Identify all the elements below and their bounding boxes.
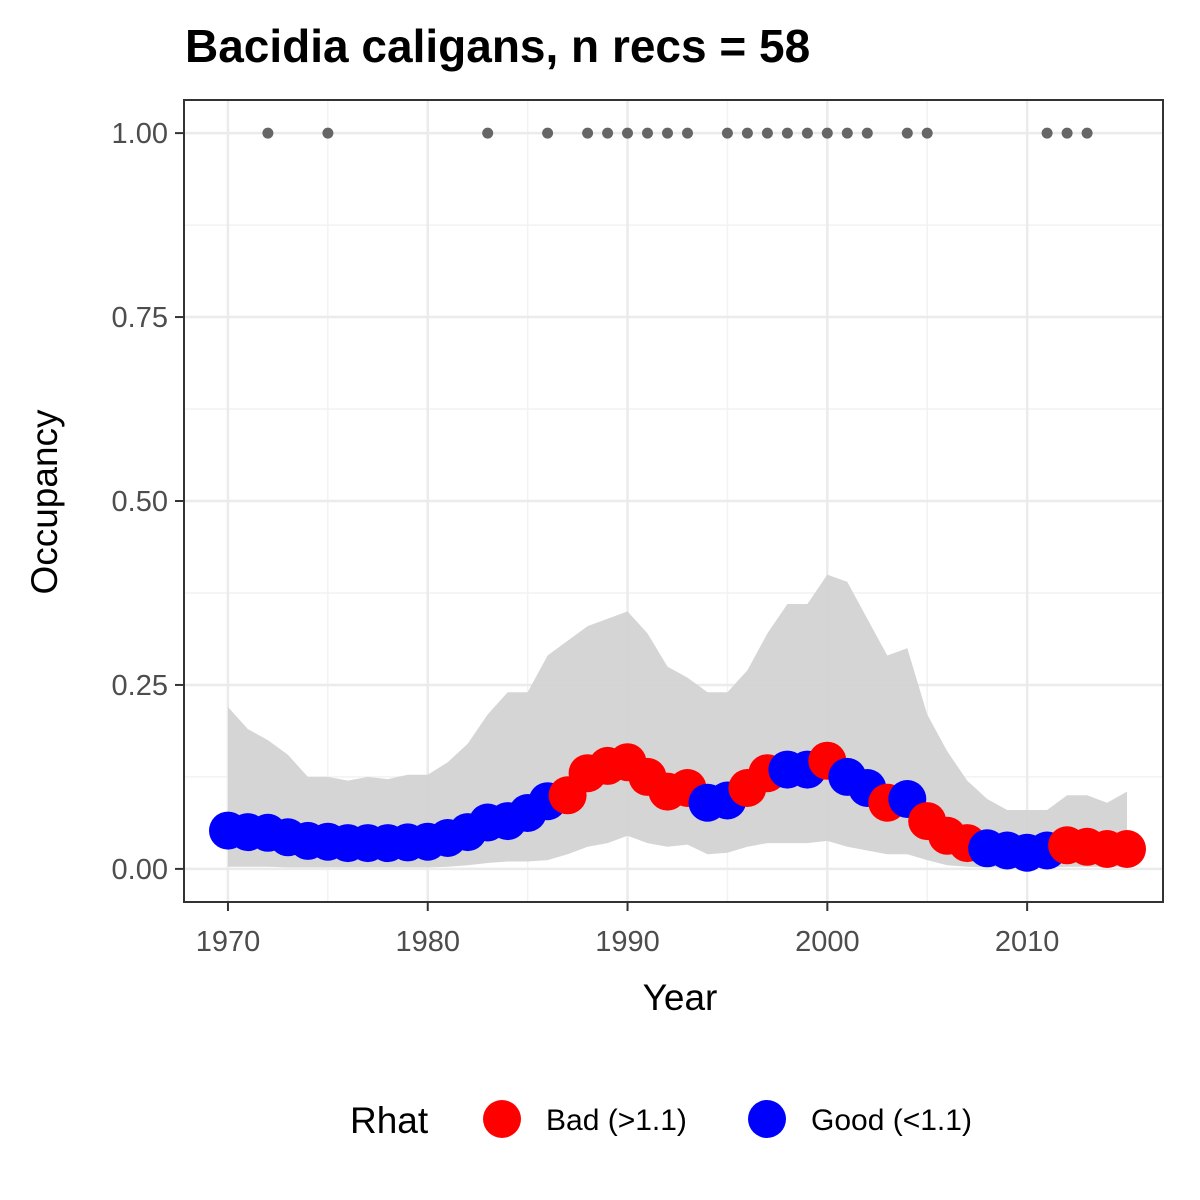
- x-axis: 1970 1980 1990 2000 2010: [196, 902, 1060, 958]
- record-point: [801, 127, 813, 139]
- record-point: [482, 127, 494, 139]
- record-point: [901, 127, 913, 139]
- legend-good-label: Good (<1.1): [811, 1104, 972, 1137]
- record-point: [821, 127, 833, 139]
- y-axis-title: Occupancy: [24, 409, 65, 595]
- x-tick-label: 1990: [595, 926, 660, 958]
- record-point: [761, 127, 773, 139]
- record-point: [322, 127, 334, 139]
- legend-title: Rhat: [350, 1100, 429, 1141]
- legend-good-swatch: [748, 1100, 786, 1138]
- record-point: [642, 127, 653, 139]
- record-point: [861, 127, 873, 139]
- record-point: [781, 127, 793, 139]
- y-tick-label: 0.75: [112, 302, 168, 334]
- occupancy-point-bad: [1108, 830, 1146, 868]
- x-tick-label: 1980: [395, 926, 460, 958]
- legend: Rhat Bad (>1.1) Good (<1.1): [350, 1100, 972, 1141]
- record-point: [1081, 127, 1093, 139]
- record-point: [682, 127, 693, 139]
- record-point: [662, 127, 673, 139]
- record-point: [542, 127, 554, 139]
- record-point: [1061, 127, 1073, 139]
- occupancy-points-layer: [209, 741, 1146, 872]
- record-points-layer: [262, 127, 1093, 139]
- x-tick-label: 2000: [795, 926, 860, 958]
- y-axis: 0.00 0.25 0.50 0.75 1.00: [112, 118, 184, 886]
- legend-bad-swatch: [483, 1100, 521, 1138]
- y-tick-label: 0.25: [112, 670, 168, 702]
- record-point: [741, 127, 753, 139]
- chart-title: Bacidia caligans, n recs = 58: [185, 20, 810, 72]
- record-point: [622, 127, 633, 139]
- record-point: [602, 127, 614, 139]
- record-point: [841, 127, 853, 139]
- y-tick-label: 1.00: [112, 118, 168, 150]
- x-tick-label: 2010: [995, 926, 1060, 958]
- x-axis-title: Year: [643, 977, 718, 1018]
- y-tick-label: 0.50: [112, 486, 168, 518]
- y-tick-label: 0.00: [112, 854, 168, 886]
- record-point: [1041, 127, 1053, 139]
- record-point: [262, 127, 274, 139]
- record-point: [921, 127, 933, 139]
- legend-bad-label: Bad (>1.1): [546, 1104, 687, 1137]
- record-point: [582, 127, 594, 139]
- record-point: [721, 127, 733, 139]
- x-tick-label: 1970: [196, 926, 261, 958]
